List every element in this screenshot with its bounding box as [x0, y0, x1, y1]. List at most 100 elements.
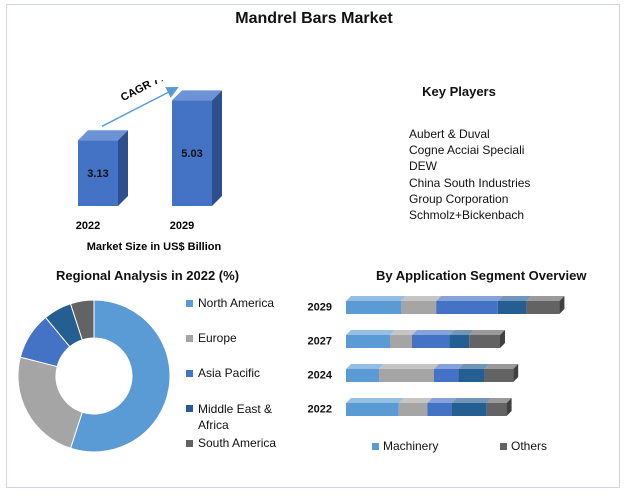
legend-swatch	[186, 405, 193, 412]
market-bar	[172, 100, 212, 206]
key-player-item: DEW	[409, 159, 437, 174]
legend-swatch	[186, 335, 193, 342]
application-bar-end	[500, 330, 505, 348]
application-segment	[398, 403, 428, 416]
application-segment	[451, 403, 487, 416]
legend-label-line: Middle East &	[198, 402, 273, 416]
application-segment	[379, 369, 434, 382]
regional-title: Regional Analysis in 2022 (%)	[56, 268, 240, 283]
application-legend-label: Machinery	[383, 439, 438, 453]
application-category-label: 2024	[308, 370, 333, 382]
legend-north-america: North America	[186, 296, 274, 310]
cagr-label: CAGR 7%	[119, 80, 170, 104]
application-segment	[346, 335, 390, 348]
key-player-item: Cogne Acciai Speciali	[409, 143, 525, 158]
application-legend-label: Others	[511, 439, 547, 453]
legend-swatch	[186, 440, 193, 447]
application-segment	[346, 301, 401, 314]
page-title: Mandrel Bars Market	[235, 10, 393, 27]
market-bar	[78, 140, 118, 206]
application-segment	[434, 369, 459, 382]
application-segment-top	[346, 398, 404, 403]
application-segment-top	[346, 364, 384, 369]
key-player-item: China South Industries	[409, 175, 531, 190]
application-segment-top	[497, 296, 532, 301]
market-category-label: 2022	[76, 220, 100, 232]
legend-middle-east-africa: Middle East & Africa	[186, 401, 272, 433]
market-bar-value-label: 5.03	[181, 148, 202, 160]
key-players-title: Key Players	[422, 84, 496, 99]
legend-swatch	[186, 300, 193, 307]
application-segment	[526, 301, 560, 314]
cagr-arrow	[101, 87, 179, 127]
application-segment-top	[458, 364, 490, 369]
application-segment-top	[434, 364, 464, 369]
application-segment	[469, 335, 500, 348]
application-segment	[427, 403, 452, 416]
application-segment-top	[412, 330, 455, 335]
application-segment-top	[436, 296, 503, 301]
application-segment-top	[526, 296, 565, 301]
application-category-label: 2027	[308, 336, 332, 348]
application-category-label: 2029	[308, 302, 332, 314]
application-segment	[486, 403, 507, 416]
application-stacked-bar-chart: 2029 2027 2024 2022 Machinery Others	[308, 296, 565, 453]
application-title: By Application Segment Overview	[376, 268, 587, 283]
regional-donut-chart	[17, 299, 171, 453]
application-segment-top	[390, 330, 417, 335]
donut-slice	[17, 356, 83, 449]
application-segment	[484, 369, 514, 382]
application-bar-end	[559, 296, 565, 314]
market-category-label: 2029	[170, 220, 194, 232]
application-segment-top	[346, 330, 395, 335]
application-segment-top	[379, 364, 439, 369]
market-bar-side	[212, 90, 222, 206]
legend-label: Europe	[198, 331, 237, 345]
key-player-item: Aubert & Duval	[409, 127, 490, 141]
application-segment	[497, 301, 527, 314]
legend-south-america: South America	[186, 436, 276, 450]
application-segment-top	[401, 296, 442, 301]
application-segment	[390, 335, 412, 348]
key-player-item: Schmolz+Bickenbach	[409, 208, 525, 223]
market-bar-value-label: 3.13	[87, 168, 108, 180]
market-size-chart: 3.13 5.03 CAGR 7% 2022 2029 Market Size i…	[76, 80, 222, 253]
application-segment-top	[346, 296, 406, 301]
legend-label: Middle East & Africa	[198, 401, 272, 433]
application-bar-end	[506, 398, 512, 416]
legend-label: South America	[198, 436, 277, 450]
application-segment	[458, 369, 485, 382]
application-segment-top	[451, 398, 492, 403]
donut-slice	[69, 299, 95, 341]
legend-label: North America	[198, 296, 275, 310]
key-players-list: Aubert & Duval Cogne Acciai Speciali DEW…	[409, 126, 530, 223]
legend-swatch	[186, 370, 193, 377]
application-legend-swatch	[372, 443, 379, 450]
application-category-label: 2022	[308, 404, 332, 416]
infographic-frame	[6, 4, 620, 488]
legend-asia-pacific: Asia Pacific	[186, 366, 260, 380]
application-segment	[346, 369, 379, 382]
market-bar-side	[118, 130, 128, 206]
legend-label: Asia Pacific	[198, 366, 261, 380]
application-legend-swatch	[500, 443, 507, 450]
market-bar-top	[78, 130, 128, 141]
application-segment-top	[449, 330, 475, 335]
application-segment-top	[398, 398, 433, 403]
market-size-caption: Market Size in US$ Billion	[87, 241, 222, 253]
application-segment	[449, 335, 470, 348]
application-segment-top	[427, 398, 457, 403]
application-segment	[346, 403, 399, 416]
application-segment-top	[484, 364, 519, 369]
market-bar-top	[172, 90, 222, 101]
application-segment	[436, 301, 498, 314]
application-segment	[412, 335, 450, 348]
legend-label-line: Africa	[198, 418, 229, 432]
application-segment-top	[469, 330, 505, 335]
key-player-item: Group Corporation	[409, 191, 509, 206]
legend-europe: Europe	[186, 331, 237, 345]
application-segment-top	[486, 398, 512, 403]
application-bar-end	[513, 364, 519, 382]
donut-slice	[69, 299, 171, 453]
application-segment	[401, 301, 437, 314]
